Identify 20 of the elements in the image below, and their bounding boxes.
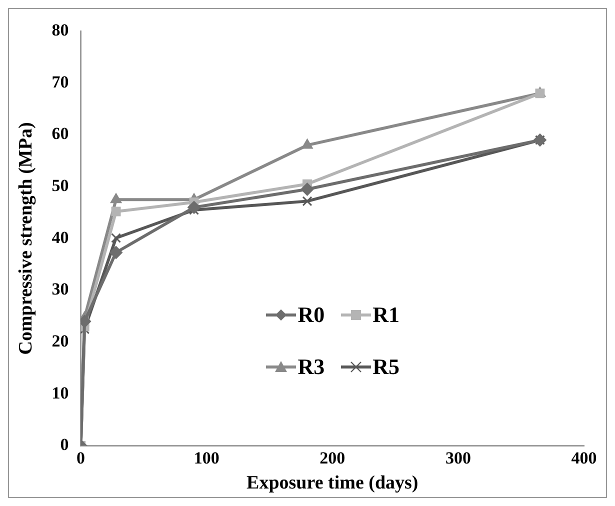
x-tick-label: 200 <box>320 448 346 468</box>
x-tick-label: 0 <box>76 448 86 468</box>
y-tick-label: 40 <box>52 228 69 247</box>
x-tick-label: 400 <box>571 448 597 468</box>
legend-label: R1 <box>372 302 400 328</box>
y-axis-title: Compressive strength (MPa) <box>15 122 36 355</box>
legend-label: R3 <box>298 354 325 380</box>
y-tick-label: 70 <box>52 72 69 92</box>
x-tick-label: 100 <box>194 448 220 468</box>
y-tick-label: 30 <box>52 280 69 299</box>
legend-label: R5 <box>372 354 400 380</box>
y-tick-label: 0 <box>60 435 69 454</box>
y-tick-label: 10 <box>52 383 69 402</box>
y-tick-label: 50 <box>52 176 69 196</box>
x-axis-title: Exposure time (days) <box>246 472 418 494</box>
x-tick-label: 300 <box>445 448 471 468</box>
legend-label: R0 <box>298 302 325 328</box>
y-tick-label: 60 <box>52 124 69 144</box>
y-tick-label: 20 <box>52 332 69 351</box>
y-tick-label: 80 <box>52 20 69 40</box>
